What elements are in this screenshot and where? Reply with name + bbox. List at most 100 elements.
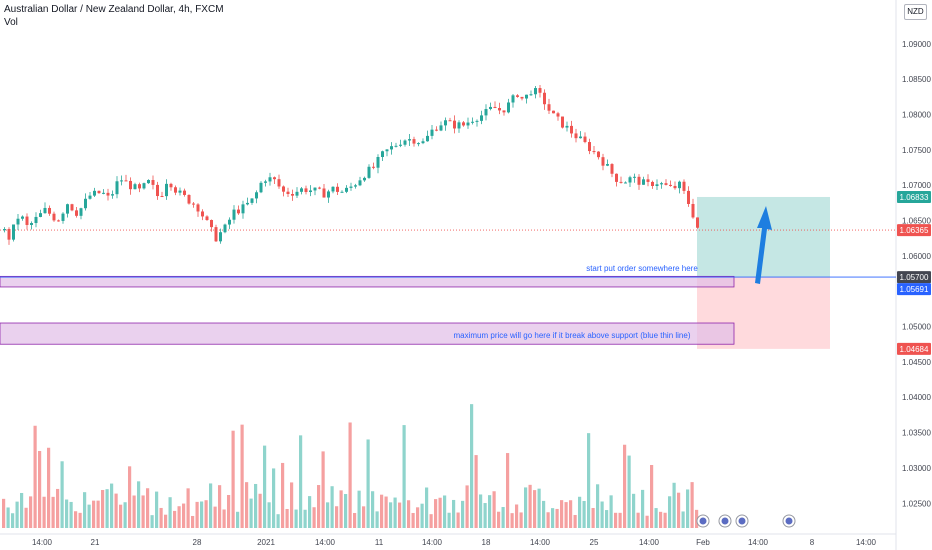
candle-body bbox=[210, 219, 213, 228]
volume-bar bbox=[119, 504, 123, 528]
candle-body bbox=[93, 190, 96, 196]
volume-bar bbox=[654, 508, 658, 528]
volume-bar bbox=[281, 462, 285, 528]
volume-bar bbox=[380, 494, 384, 528]
candle-body bbox=[250, 198, 254, 203]
candle-body bbox=[381, 151, 384, 158]
volume-indicator-label[interactable]: Vol bbox=[4, 17, 18, 28]
volume-bar bbox=[407, 500, 411, 528]
volume-bar bbox=[168, 497, 172, 528]
support-zone-1 bbox=[0, 275, 735, 288]
volume-bar bbox=[128, 466, 132, 528]
volume-bar bbox=[47, 447, 51, 528]
volume-bar bbox=[231, 430, 235, 528]
volume-bar bbox=[510, 513, 514, 528]
volume-bar bbox=[393, 497, 397, 528]
candle-body bbox=[457, 122, 461, 129]
candle-body bbox=[642, 179, 645, 185]
volume-bar bbox=[645, 515, 649, 528]
candle-body bbox=[637, 176, 641, 185]
price-tick-label: 1.09000 bbox=[902, 40, 931, 49]
candle-body bbox=[403, 140, 407, 145]
candle-body bbox=[520, 96, 524, 99]
candle-body bbox=[331, 186, 335, 192]
candle-body bbox=[255, 192, 258, 199]
candle-body bbox=[160, 196, 164, 198]
volume-bar bbox=[254, 483, 258, 528]
candle-body bbox=[561, 116, 564, 128]
volume-bar bbox=[618, 512, 622, 528]
candle-body bbox=[115, 181, 119, 195]
volume-bar bbox=[614, 512, 618, 528]
candle-body bbox=[610, 164, 614, 174]
candle-body bbox=[678, 181, 681, 189]
volume-bar bbox=[33, 425, 37, 528]
candle-body bbox=[493, 106, 497, 109]
stop-price-label: 1.04684 bbox=[900, 345, 929, 354]
volume-bar bbox=[650, 464, 654, 528]
candle-body bbox=[547, 104, 551, 111]
support-price-label: 1.05691 bbox=[900, 285, 929, 294]
candle-body bbox=[336, 186, 339, 192]
price-tick-label: 1.07500 bbox=[902, 146, 931, 155]
time-tick-label: 14:00 bbox=[856, 538, 877, 547]
volume-bar bbox=[182, 503, 186, 528]
candle-body bbox=[174, 187, 177, 193]
volume-bar bbox=[222, 509, 226, 528]
candle-body bbox=[201, 211, 204, 217]
candle-body bbox=[318, 187, 321, 189]
volume-bar bbox=[438, 497, 442, 528]
volume-bar bbox=[416, 507, 420, 528]
candle-body bbox=[462, 122, 465, 126]
volume-bar bbox=[425, 487, 429, 528]
candle-body bbox=[376, 157, 380, 168]
candle-body bbox=[516, 95, 519, 97]
candle-body bbox=[619, 181, 623, 183]
candle-body bbox=[295, 191, 299, 196]
candle-body bbox=[444, 120, 447, 126]
candle-body bbox=[354, 185, 357, 187]
candle-body bbox=[673, 185, 677, 189]
candle-body bbox=[574, 133, 578, 139]
candle-body bbox=[138, 184, 141, 189]
volume-bar bbox=[456, 512, 460, 528]
volume-bar bbox=[204, 500, 208, 528]
time-tick-label: 14:00 bbox=[748, 538, 769, 547]
price-tick-label: 1.03000 bbox=[902, 464, 931, 473]
volume-bar bbox=[132, 495, 136, 528]
candle-body bbox=[286, 191, 290, 195]
candle-body bbox=[502, 110, 506, 113]
candle-body bbox=[651, 181, 654, 186]
candle-body bbox=[124, 180, 128, 182]
volume-bar bbox=[240, 424, 244, 528]
candle-body bbox=[430, 129, 434, 136]
candle-body bbox=[408, 139, 411, 141]
candle-body bbox=[597, 151, 600, 158]
volume-bar bbox=[497, 511, 501, 528]
candle-body bbox=[583, 136, 587, 143]
volume-bar bbox=[114, 493, 118, 528]
volume-bar bbox=[636, 512, 640, 528]
volume-bar bbox=[267, 502, 271, 528]
volume-bar bbox=[285, 508, 289, 528]
volume-bar bbox=[362, 506, 366, 528]
candle-body bbox=[205, 216, 209, 220]
candle-body bbox=[300, 188, 303, 192]
volume-bar bbox=[276, 514, 280, 528]
volume-bar bbox=[101, 489, 105, 528]
currency-badge[interactable]: NZD bbox=[904, 4, 927, 20]
candle-body bbox=[75, 210, 78, 216]
candle-body bbox=[97, 190, 101, 194]
time-tick-label: 8 bbox=[810, 538, 815, 547]
volume-bar bbox=[191, 515, 195, 528]
volume-bar bbox=[330, 486, 334, 528]
candle-body bbox=[565, 125, 569, 128]
candle-body bbox=[228, 219, 231, 225]
volume-bar bbox=[29, 496, 33, 528]
volume-bar bbox=[659, 511, 663, 528]
candle-body bbox=[196, 204, 200, 212]
candle-body bbox=[291, 194, 294, 196]
time-tick-label: 14:00 bbox=[422, 538, 443, 547]
max-price-annotation: maximum price will go here if it break a… bbox=[454, 331, 691, 340]
